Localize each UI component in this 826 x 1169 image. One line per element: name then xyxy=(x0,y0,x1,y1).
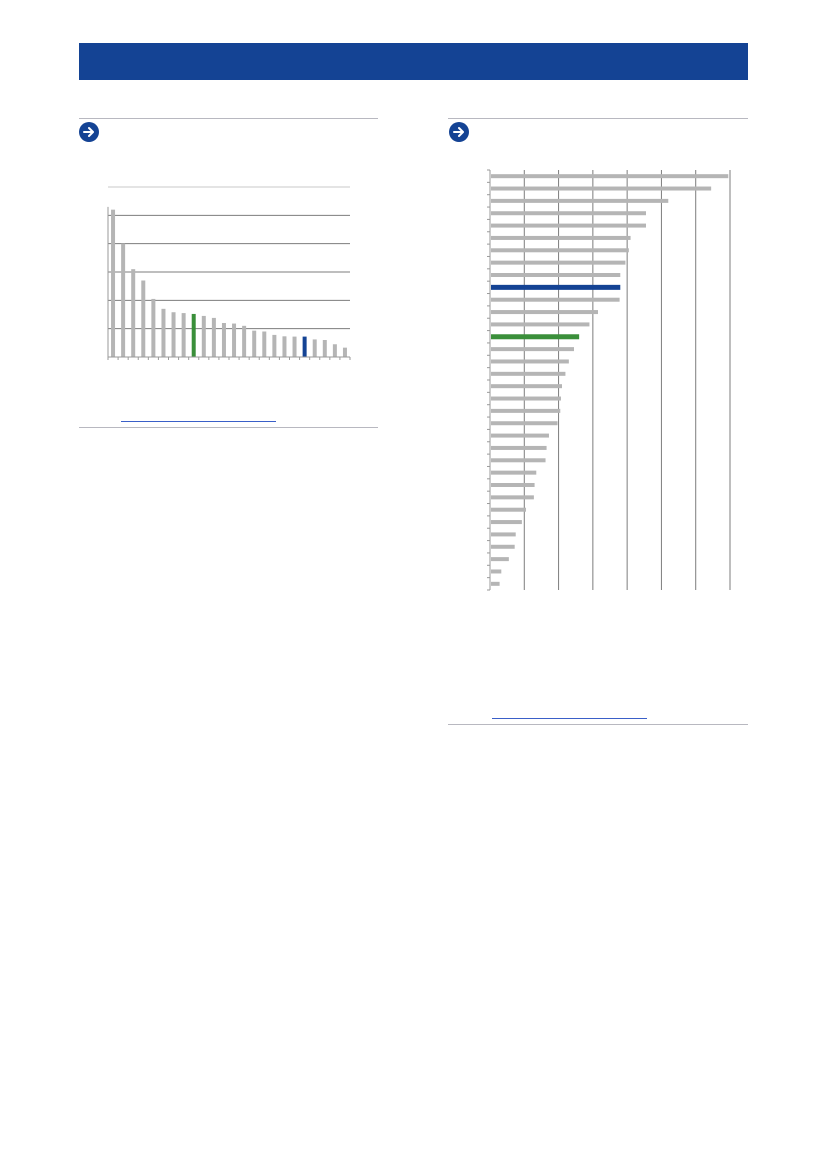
bar xyxy=(252,330,257,357)
bar xyxy=(141,280,146,357)
bar xyxy=(491,310,598,315)
bar xyxy=(491,371,566,376)
bar xyxy=(491,273,621,277)
bar xyxy=(322,340,327,357)
bar xyxy=(491,483,535,487)
bar xyxy=(221,323,226,357)
bar xyxy=(491,421,558,426)
bar xyxy=(491,458,546,463)
bar xyxy=(191,313,196,357)
bar xyxy=(491,322,590,327)
bar xyxy=(302,336,307,357)
bar xyxy=(491,347,574,352)
bar xyxy=(491,211,646,216)
bar xyxy=(491,260,626,265)
bar xyxy=(491,507,526,512)
bar xyxy=(151,298,156,357)
bar xyxy=(491,384,562,389)
panel-left-top-rule xyxy=(79,118,378,119)
bar xyxy=(491,495,534,500)
bar xyxy=(262,331,267,357)
bar xyxy=(211,317,216,357)
bar xyxy=(292,336,297,357)
bar xyxy=(491,581,500,586)
bar xyxy=(282,336,287,357)
bar xyxy=(491,569,502,574)
arrow-right-icon xyxy=(79,122,99,142)
bar xyxy=(491,297,620,302)
bar xyxy=(491,223,646,228)
bar xyxy=(201,315,206,357)
bar xyxy=(161,308,166,357)
bar xyxy=(491,520,522,525)
bar xyxy=(491,334,580,340)
panel-right-bottom-rule xyxy=(448,724,748,725)
bar xyxy=(491,174,729,179)
arrow-right-icon xyxy=(449,122,469,142)
bar xyxy=(491,445,547,450)
bar xyxy=(491,198,669,203)
bar xyxy=(491,544,515,549)
source-link-left[interactable] xyxy=(121,421,276,422)
bar xyxy=(242,325,247,357)
bar xyxy=(272,334,277,357)
bar xyxy=(491,284,621,290)
panel-left-bottom-rule xyxy=(79,427,378,428)
bar xyxy=(342,347,347,357)
bar xyxy=(121,243,126,357)
bar xyxy=(491,532,516,537)
bar xyxy=(312,339,317,357)
bar xyxy=(332,344,337,357)
bar xyxy=(491,235,631,240)
bar xyxy=(491,396,561,401)
bar xyxy=(491,408,561,413)
bar xyxy=(491,186,712,191)
bar xyxy=(491,248,629,253)
source-link-right[interactable] xyxy=(492,718,647,719)
bar xyxy=(111,209,116,357)
panel-right-top-rule xyxy=(448,118,748,119)
bar xyxy=(171,312,176,357)
bar xyxy=(181,313,186,357)
bar xyxy=(232,323,237,357)
bar xyxy=(491,359,569,364)
bar xyxy=(491,433,549,438)
bar xyxy=(491,470,537,475)
bar xyxy=(491,557,509,562)
bar xyxy=(131,269,136,357)
header-band xyxy=(79,43,748,80)
